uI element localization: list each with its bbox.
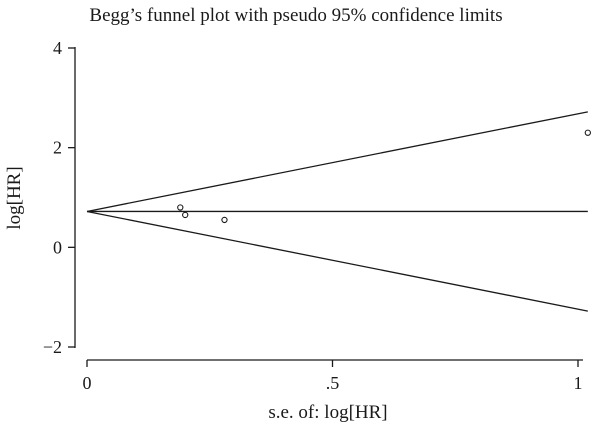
study-points <box>177 129 591 224</box>
y-axis-label: log[HR] <box>4 166 25 229</box>
study-point <box>182 211 189 219</box>
x-axis-label: s.e. of: log[HR] <box>268 402 387 423</box>
lower-confidence-limit <box>86 210 588 312</box>
chart-title: Begg’s funnel plot with pseudo 95% confi… <box>89 5 502 26</box>
x-tick-label: 1 <box>574 373 583 393</box>
study-point <box>584 129 591 136</box>
x-ticks: 0.5 1 <box>83 360 583 393</box>
x-tick-label: 0 <box>83 373 92 393</box>
axes <box>74 47 583 361</box>
study-point <box>221 216 228 224</box>
upper-confidence-limit <box>86 111 588 213</box>
y-tick-label: 4 <box>53 38 62 58</box>
y-ticks: −2 0 2 4 <box>43 38 75 357</box>
y-tick-label: 0 <box>53 237 62 257</box>
x-tick-label: .5 <box>326 373 340 393</box>
study-point <box>177 204 184 211</box>
funnel-lines <box>86 111 588 312</box>
y-tick-label: 2 <box>53 138 62 158</box>
y-tick-label: −2 <box>43 337 62 357</box>
